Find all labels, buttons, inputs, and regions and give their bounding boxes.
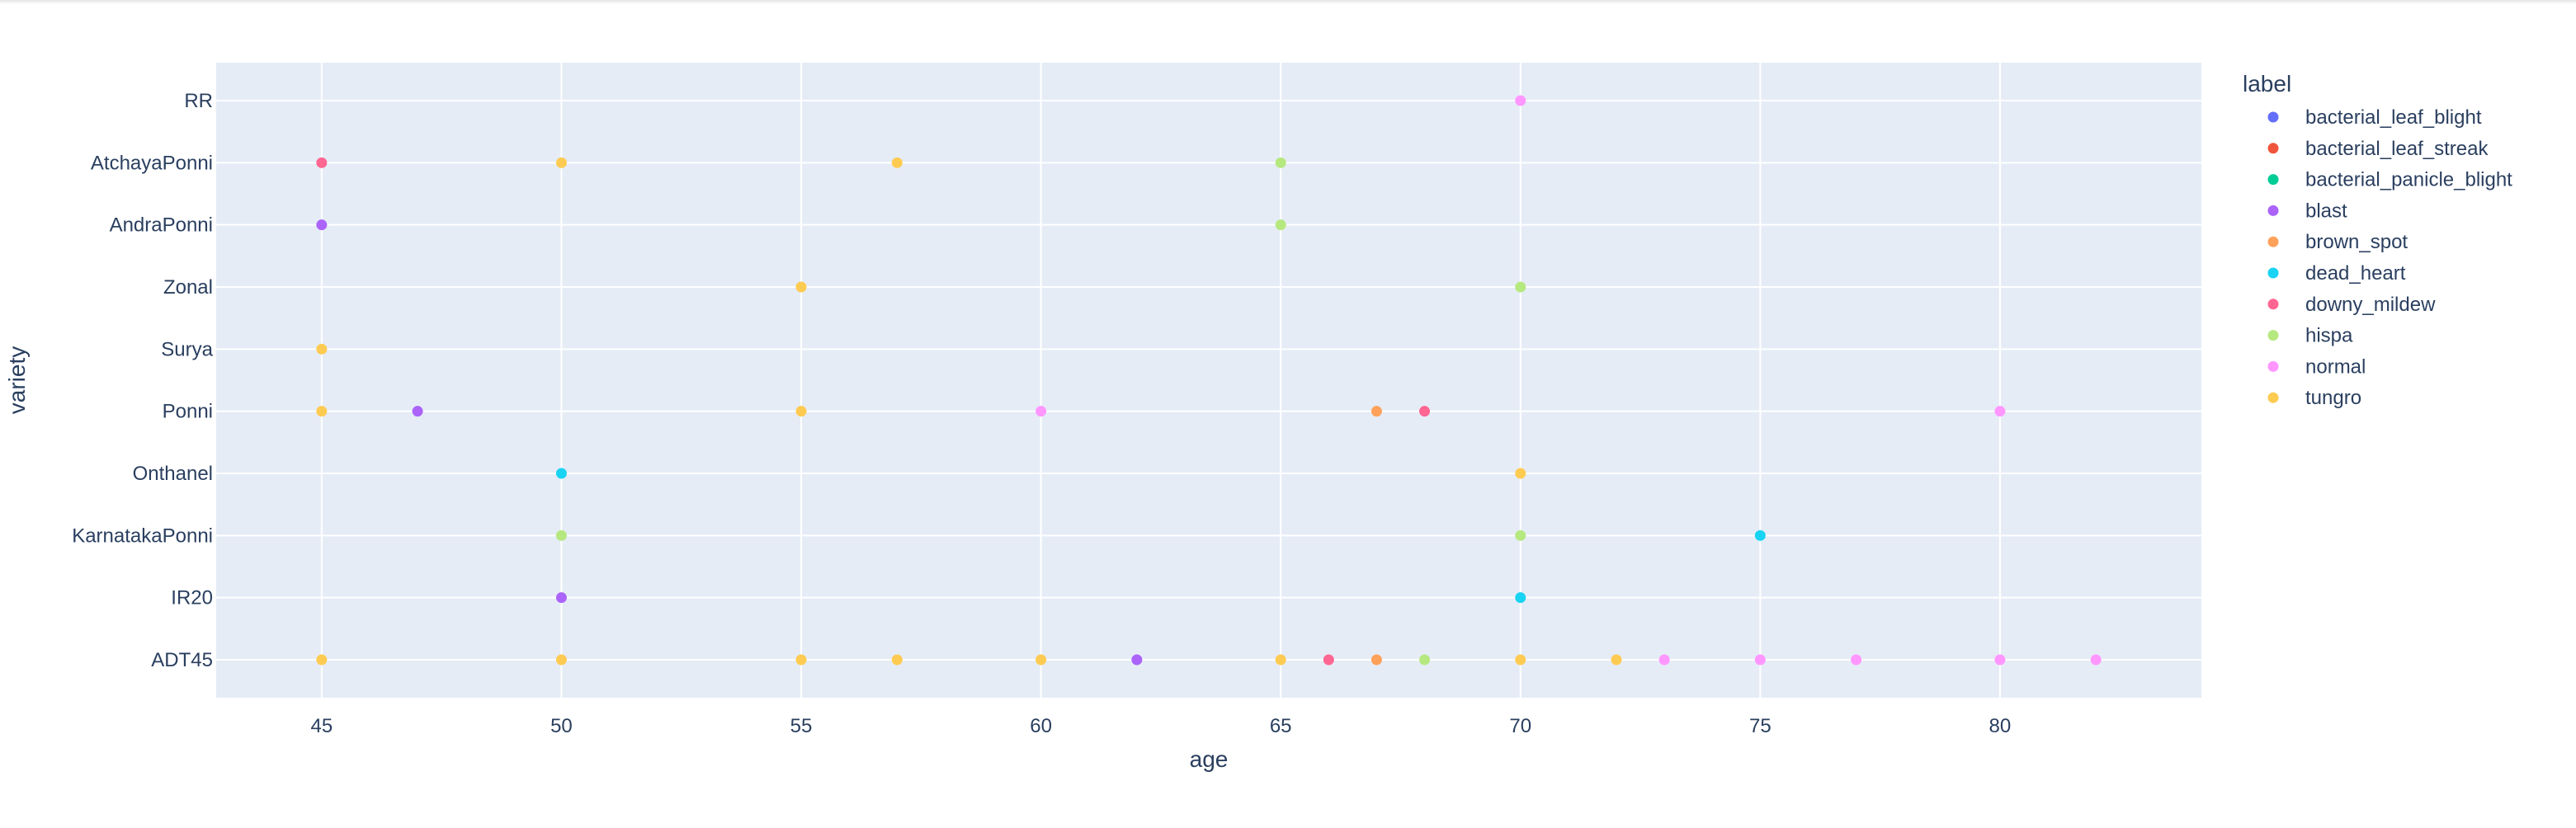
data-point-tungro bbox=[316, 343, 328, 355]
y-tick-label: Onthanel bbox=[133, 463, 213, 485]
legend-marker bbox=[2267, 330, 2279, 341]
data-point-blast bbox=[1131, 654, 1143, 666]
legend-marker bbox=[2267, 299, 2279, 310]
data-point-blast bbox=[412, 406, 423, 417]
legend-item-label: bacterial_panicle_blight bbox=[2305, 169, 2512, 191]
y-axis-ticks: ADT45 IR20 KarnatakaPonni Onthanel Ponni Sury… bbox=[72, 90, 213, 671]
data-point-tungro bbox=[1515, 468, 1526, 479]
legend-marker bbox=[2267, 267, 2279, 279]
data-point-tungro bbox=[795, 654, 807, 666]
data-point-normal bbox=[1515, 95, 1526, 106]
x-tick-label: 75 bbox=[1749, 715, 1772, 737]
legend-marker bbox=[2267, 111, 2279, 123]
x-tick-label: 45 bbox=[311, 715, 333, 737]
legend-item-label: normal bbox=[2305, 355, 2366, 378]
data-point-normal bbox=[2090, 654, 2102, 666]
x-tick-label: 65 bbox=[1270, 715, 1292, 737]
legend-marker bbox=[2267, 143, 2279, 154]
y-tick-label: IR20 bbox=[171, 587, 213, 609]
legend-marker bbox=[2267, 360, 2279, 372]
data-point-tungro bbox=[555, 654, 567, 666]
data-point-normal bbox=[1036, 406, 1047, 417]
legend-marker bbox=[2267, 205, 2279, 216]
x-tick-label: 50 bbox=[550, 715, 573, 737]
data-point-blast bbox=[316, 219, 328, 231]
x-tick-label: 60 bbox=[1030, 715, 1052, 737]
data-points bbox=[316, 95, 2102, 666]
legend-item-label: brown_spot bbox=[2305, 231, 2408, 253]
data-point-hispa bbox=[1419, 654, 1431, 666]
legend-item-label: dead_heart bbox=[2305, 262, 2406, 285]
legend-item-label: hispa bbox=[2305, 325, 2353, 347]
data-point-normal bbox=[1994, 406, 2006, 417]
data-point-brown-spot bbox=[1371, 406, 1382, 417]
legend-items: bacterial_leaf_blight bacterial_leaf_stre… bbox=[2267, 106, 2512, 409]
data-point-downy-mildew bbox=[1419, 406, 1431, 417]
x-axis-title: age bbox=[1190, 746, 1229, 772]
data-point-hispa bbox=[1275, 157, 1286, 168]
data-point-normal bbox=[1658, 654, 1670, 666]
data-point-tungro bbox=[795, 281, 807, 293]
x-tick-label: 55 bbox=[790, 715, 813, 737]
legend-marker bbox=[2267, 236, 2279, 247]
y-tick-label: AtchayaPonni bbox=[91, 152, 213, 174]
data-point-tungro bbox=[1036, 654, 1047, 666]
data-point-dead-heart bbox=[555, 468, 567, 479]
legend-item-label: tungro bbox=[2305, 387, 2361, 409]
data-point-dead-heart bbox=[1515, 592, 1526, 604]
x-tick-label: 80 bbox=[1989, 715, 2012, 737]
y-axis-title: variety bbox=[4, 346, 30, 414]
data-point-downy-mildew bbox=[1323, 654, 1334, 666]
legend-item-label: bacterial_leaf_streak bbox=[2305, 138, 2489, 160]
data-point-blast bbox=[555, 592, 567, 604]
data-point-tungro bbox=[555, 157, 567, 168]
legend-item-label: downy_mildew bbox=[2305, 294, 2436, 316]
data-point-normal bbox=[1994, 654, 2006, 666]
y-tick-label: Ponni bbox=[163, 401, 213, 423]
data-point-tungro bbox=[316, 654, 328, 666]
data-point-dead-heart bbox=[1754, 529, 1766, 541]
legend-item-label: bacterial_leaf_blight bbox=[2305, 106, 2482, 129]
window-top-edge bbox=[0, 0, 2576, 4]
y-tick-label: RR bbox=[184, 90, 213, 112]
y-tick-label: KarnatakaPonni bbox=[72, 525, 213, 547]
y-tick-label: Surya bbox=[161, 338, 213, 360]
grid-lines bbox=[216, 63, 2201, 698]
data-point-normal bbox=[1851, 654, 1862, 666]
data-point-tungro bbox=[1515, 654, 1526, 666]
x-axis-ticks: 45 50 55 60 65 70 75 80 bbox=[311, 715, 2012, 737]
data-point-normal bbox=[1754, 654, 1766, 666]
data-point-hispa bbox=[555, 529, 567, 541]
legend-marker bbox=[2267, 392, 2279, 403]
data-point-tungro bbox=[891, 654, 903, 666]
data-point-hispa bbox=[1515, 281, 1526, 293]
legend-title: label bbox=[2243, 71, 2291, 96]
data-point-tungro bbox=[891, 157, 903, 168]
data-point-tungro bbox=[316, 406, 328, 417]
legend: label bacterial_leaf_blightbacterial_lea… bbox=[2243, 71, 2512, 409]
plot-area bbox=[216, 63, 2201, 698]
y-tick-label: AndraPonni bbox=[110, 214, 213, 237]
legend-marker bbox=[2267, 174, 2279, 186]
data-point-tungro bbox=[1275, 654, 1286, 666]
data-point-tungro bbox=[795, 406, 807, 417]
data-point-tungro bbox=[1611, 654, 1622, 666]
data-point-downy-mildew bbox=[316, 157, 328, 168]
data-point-hispa bbox=[1515, 529, 1526, 541]
y-tick-label: ADT45 bbox=[151, 649, 213, 671]
x-tick-label: 70 bbox=[1509, 715, 1531, 737]
data-point-hispa bbox=[1275, 219, 1286, 231]
y-tick-label: Zonal bbox=[163, 276, 213, 299]
data-point-brown-spot bbox=[1371, 654, 1382, 666]
legend-item-label: blast bbox=[2305, 200, 2347, 222]
